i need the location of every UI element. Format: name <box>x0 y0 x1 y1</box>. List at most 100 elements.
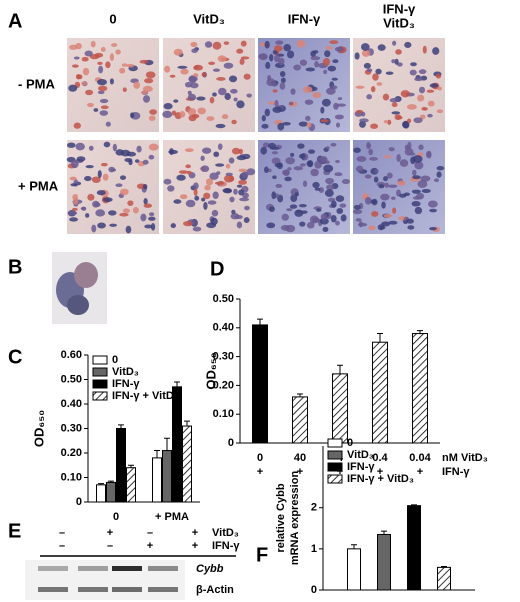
cell <box>240 40 247 47</box>
cell <box>242 192 249 199</box>
cell <box>299 153 306 159</box>
y-tick-label: 0.30 <box>213 351 234 363</box>
x-tick-label: + PMA <box>155 511 189 523</box>
cell <box>425 151 432 158</box>
cell <box>275 40 284 45</box>
cell <box>244 205 250 211</box>
cell <box>140 213 147 222</box>
cell <box>92 200 100 208</box>
cell <box>306 122 312 128</box>
cell <box>144 224 153 229</box>
cell <box>370 123 379 129</box>
cell <box>236 184 243 188</box>
cell <box>404 41 412 48</box>
legend-label: 0 <box>347 437 353 449</box>
y-tick-label: 0.60 <box>61 349 82 361</box>
legend-label: IFN-γ <box>347 461 375 473</box>
y-tick-label: 0.10 <box>61 471 82 483</box>
cell <box>207 200 217 205</box>
y-axis-label: mRNA expression <box>289 471 301 566</box>
cell <box>109 223 118 227</box>
cell <box>108 166 116 173</box>
cell <box>202 147 212 154</box>
cell <box>260 146 267 155</box>
cell <box>395 49 402 55</box>
cell <box>187 108 197 116</box>
cell <box>436 165 445 171</box>
cell <box>306 221 315 229</box>
cell <box>371 210 379 217</box>
cell <box>334 114 344 120</box>
cell <box>100 105 109 110</box>
cell <box>264 108 271 117</box>
cell <box>275 183 283 189</box>
cell <box>215 163 225 167</box>
cell <box>243 73 251 80</box>
gel-band <box>78 566 108 571</box>
cell <box>400 90 410 98</box>
gel-band <box>148 587 178 592</box>
cell <box>100 47 106 52</box>
cell <box>215 123 226 129</box>
cell <box>391 59 396 64</box>
cell <box>87 193 95 201</box>
cell <box>82 67 90 76</box>
column-label: VitD₃ <box>193 11 225 26</box>
cell <box>293 166 304 171</box>
row-label: + PMA <box>18 178 59 193</box>
cell <box>109 78 114 85</box>
cell <box>192 226 202 232</box>
cell <box>122 87 127 92</box>
cell <box>204 41 213 48</box>
cell <box>264 166 269 174</box>
cell <box>185 164 191 169</box>
cell <box>264 40 270 49</box>
legend-swatch <box>92 379 108 389</box>
error-bar <box>118 424 124 429</box>
cell <box>355 109 364 114</box>
cell <box>280 77 286 83</box>
cell <box>339 203 347 208</box>
legend-label: 0 <box>112 354 118 366</box>
cell <box>294 209 304 217</box>
cell <box>236 155 247 161</box>
error-bar <box>351 544 357 549</box>
cell <box>323 69 328 75</box>
cell <box>313 50 319 54</box>
cell <box>386 172 393 179</box>
bar <box>332 373 348 444</box>
cell <box>125 225 132 234</box>
bar <box>182 425 192 503</box>
cell <box>187 93 197 101</box>
cell <box>271 191 277 200</box>
cell <box>224 92 231 101</box>
cell <box>361 111 366 117</box>
cell <box>170 223 176 229</box>
error-bar <box>411 504 417 506</box>
cell <box>190 41 198 48</box>
cell <box>331 77 338 81</box>
sign: + <box>192 527 198 539</box>
cell <box>326 87 336 95</box>
cell <box>325 177 335 185</box>
column-label: IFN-γ <box>288 11 321 26</box>
sign: + <box>147 540 153 552</box>
cell <box>310 56 321 61</box>
cell <box>73 197 79 205</box>
cell <box>142 159 149 165</box>
cell <box>410 62 417 67</box>
cell <box>221 114 229 120</box>
band-label: β-Actin <box>196 584 234 596</box>
cell <box>298 204 307 208</box>
cell <box>296 39 306 48</box>
cell <box>281 213 289 221</box>
cell <box>240 56 250 60</box>
legend-label: IFN-γ <box>112 378 140 390</box>
y-tick-label: 0 <box>311 584 317 596</box>
cell <box>436 171 442 178</box>
cell <box>407 118 412 124</box>
cell <box>217 55 227 62</box>
cell <box>115 183 123 188</box>
cell <box>355 85 365 89</box>
y-axis-label: OD₆₅₀ <box>203 352 218 389</box>
